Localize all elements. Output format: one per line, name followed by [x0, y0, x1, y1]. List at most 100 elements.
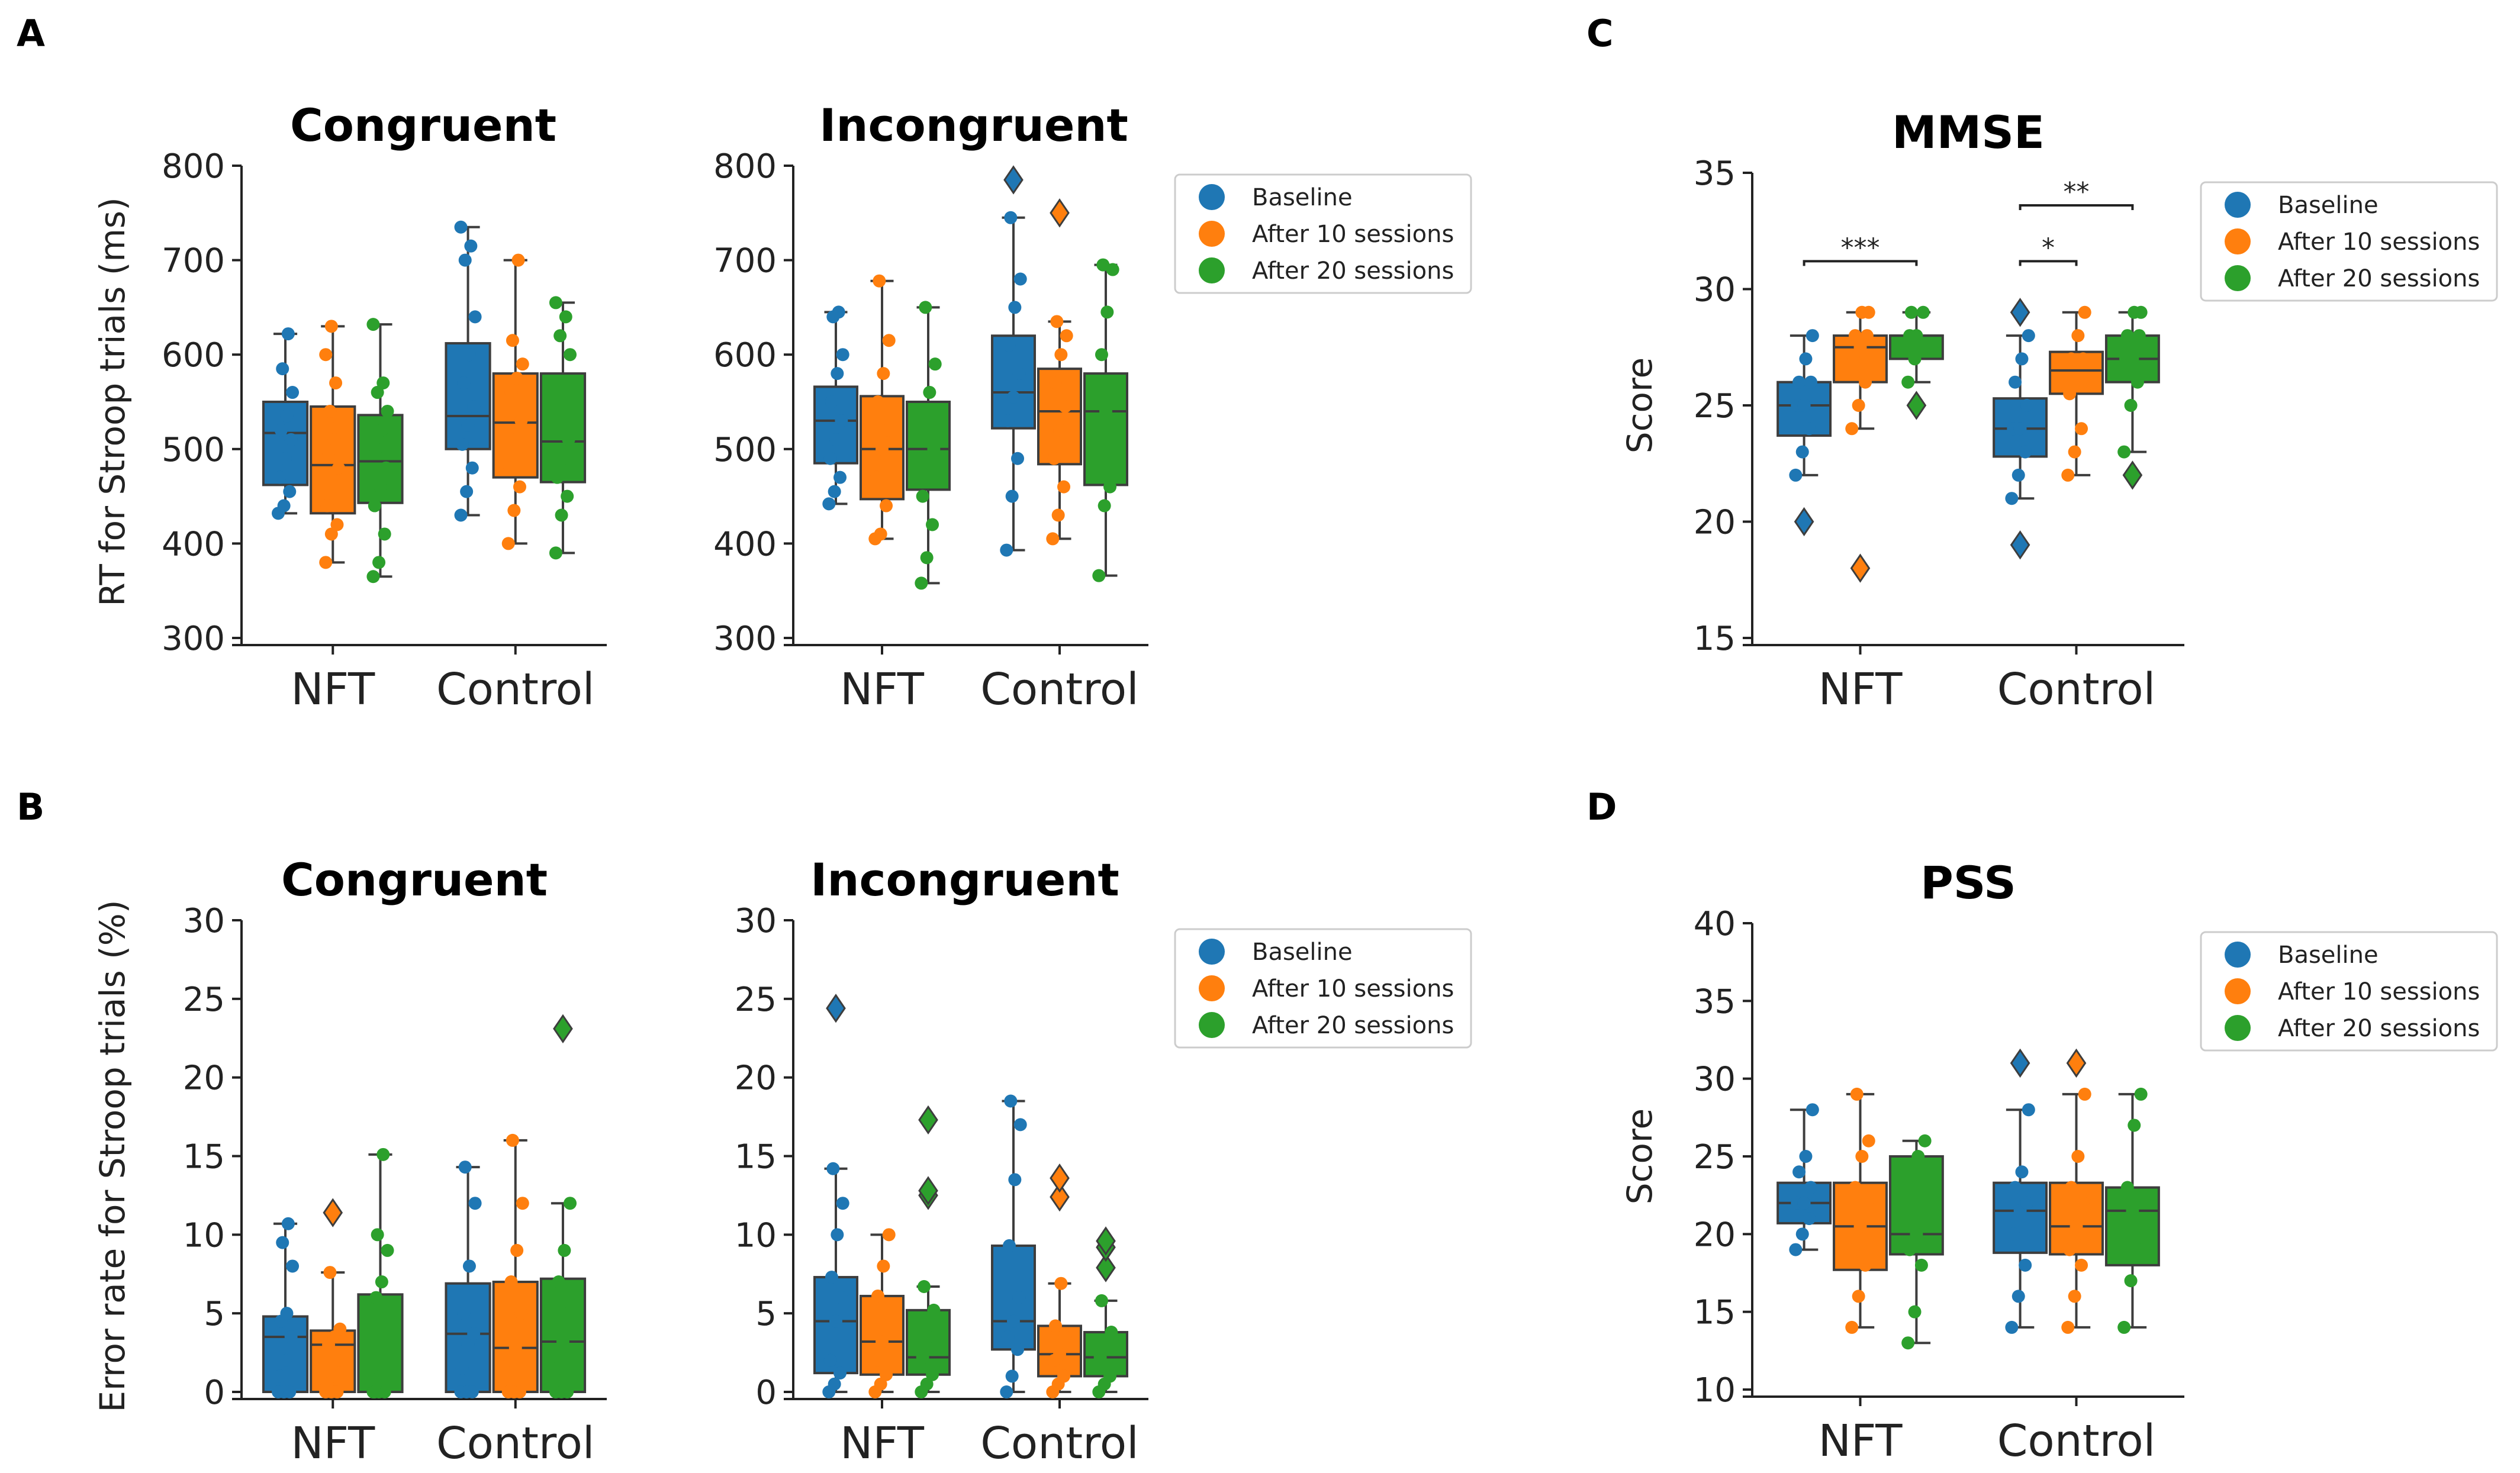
- data-point: [332, 1353, 345, 1367]
- data-point: [874, 1377, 887, 1391]
- data-point: [1099, 404, 1112, 418]
- data-point: [823, 452, 837, 465]
- data-point: [1008, 1173, 1022, 1187]
- data-point: [2012, 468, 2025, 482]
- box-after-20-sessions: [1083, 1226, 1128, 1398]
- data-point: [917, 414, 931, 427]
- data-point: [1901, 375, 1915, 389]
- y-tick-label: 10: [735, 1216, 777, 1255]
- data-point: [1103, 1369, 1117, 1383]
- y-tick-label: 20: [735, 1059, 777, 1098]
- box-baseline: [1993, 298, 2048, 560]
- legend: Baseline After 10 sessions After 20 sessio…: [1174, 928, 1472, 1049]
- data-point: [273, 470, 287, 484]
- data-point: [1058, 1330, 1072, 1344]
- data-point: [916, 489, 929, 503]
- data-point: [928, 357, 942, 371]
- y-tick-label: 15: [1694, 620, 1736, 658]
- legend-marker: [1199, 221, 1225, 247]
- data-point: [2078, 305, 2091, 319]
- box-iqr: [1993, 1181, 2048, 1254]
- data-point: [552, 1275, 565, 1289]
- data-point: [323, 404, 337, 418]
- legend-entry: After 10 sessions: [2278, 978, 2480, 1005]
- data-point: [1103, 480, 1117, 494]
- data-point: [376, 376, 390, 390]
- chart-title: Incongruent: [810, 853, 1119, 906]
- box-after-10-sessions: [310, 1198, 356, 1398]
- data-point: [366, 318, 380, 331]
- data-point: [2015, 1165, 2029, 1179]
- box-after-10-sessions: [1833, 1087, 1888, 1334]
- legend-marker: [2225, 1015, 2251, 1041]
- data-point: [1910, 329, 1923, 343]
- data-point: [2068, 445, 2081, 459]
- data-point: [1855, 1150, 1869, 1163]
- data-point: [461, 418, 475, 432]
- data-point: [1057, 1369, 1071, 1383]
- data-point: [1914, 1258, 1928, 1272]
- data-point: [375, 423, 388, 437]
- data-point: [1008, 301, 1022, 314]
- box-after-10-sessions: [492, 1133, 539, 1398]
- data-point: [504, 1275, 518, 1289]
- data-point: [1847, 352, 1861, 366]
- data-point: [455, 437, 469, 451]
- legend-entry: After 20 sessions: [2278, 1015, 2480, 1042]
- data-point: [1853, 340, 1867, 354]
- outlier-point: [323, 1198, 343, 1227]
- data-point: [457, 1307, 471, 1320]
- data-point: [455, 1362, 469, 1375]
- data-point: [1850, 1087, 1864, 1101]
- outlier-point: [2010, 298, 2030, 327]
- significance-label: *: [2042, 233, 2055, 263]
- data-point: [870, 470, 883, 484]
- data-point: [516, 357, 529, 371]
- data-point: [1095, 348, 1108, 362]
- data-point: [873, 274, 886, 288]
- data-point: [876, 1335, 889, 1348]
- legend-marker: [2225, 942, 2251, 968]
- box-after-10-sessions: [860, 1228, 905, 1398]
- x-category-label: Control: [436, 1418, 595, 1469]
- data-point: [323, 1266, 337, 1279]
- data-point: [926, 518, 939, 531]
- legend-entry: After 20 sessions: [2278, 265, 2480, 292]
- data-point: [871, 395, 884, 408]
- data-point: [2063, 1243, 2077, 1256]
- data-point: [1852, 1290, 1865, 1303]
- chart-err_congruent: Congruent 0 5 10 15 20 25 30 Error rate for Stro…: [92, 853, 607, 1469]
- data-point: [1918, 1134, 1932, 1148]
- box-after-10-sessions: [310, 320, 356, 569]
- data-point: [320, 499, 334, 513]
- data-point: [461, 1338, 475, 1352]
- data-point: [2134, 305, 2148, 319]
- legend-frame: [1174, 173, 1472, 294]
- data-point: [462, 1259, 476, 1273]
- data-point: [468, 310, 482, 324]
- data-point: [836, 348, 849, 362]
- data-point: [2019, 445, 2032, 459]
- data-point: [923, 386, 936, 399]
- box-after-20-sessions: [539, 1014, 587, 1398]
- y-tick-label: 10: [183, 1216, 225, 1255]
- data-point: [283, 485, 297, 498]
- data-point: [1096, 258, 1110, 272]
- y-tick-label: 5: [755, 1295, 777, 1333]
- data-point: [563, 348, 577, 362]
- data-point: [465, 461, 479, 475]
- data-point: [464, 239, 478, 253]
- data-point: [1848, 1181, 1862, 1194]
- x-category-label: NFT: [840, 1418, 925, 1469]
- data-point: [2064, 1181, 2078, 1194]
- data-point: [2070, 1220, 2083, 1233]
- data-point: [874, 527, 887, 541]
- x-category-label: Control: [980, 664, 1139, 715]
- data-point: [833, 470, 847, 484]
- data-point: [2120, 329, 2134, 343]
- y-tick-label: 600: [162, 336, 225, 375]
- legend-marker: [2225, 192, 2251, 218]
- data-point: [284, 433, 298, 446]
